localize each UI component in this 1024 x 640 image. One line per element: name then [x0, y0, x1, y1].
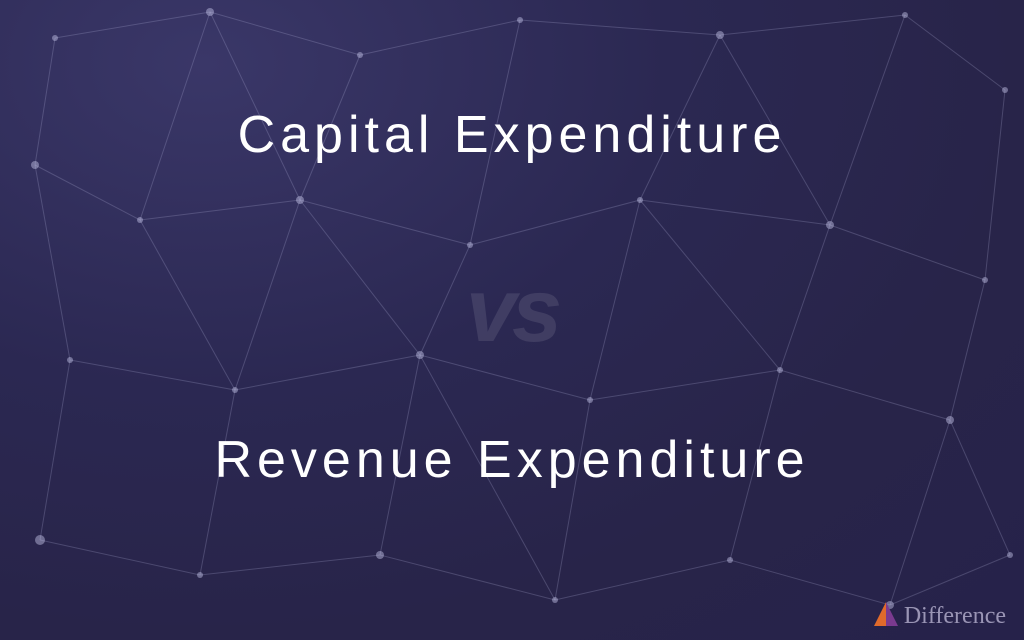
- watermark-logo-icon: [872, 600, 900, 628]
- watermark: Difference: [872, 600, 1006, 630]
- vs-label: vs: [0, 260, 1024, 363]
- comparison-card: Capital Expenditure vs Revenue Expenditu…: [0, 0, 1024, 640]
- watermark-text: Difference: [904, 603, 1006, 630]
- term-top: Capital Expenditure: [0, 105, 1024, 165]
- term-bottom: Revenue Expenditure: [0, 430, 1024, 490]
